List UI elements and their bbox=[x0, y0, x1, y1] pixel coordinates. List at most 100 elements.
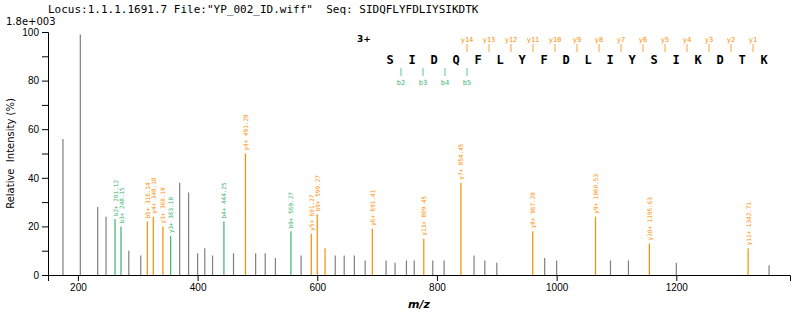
x-tick-label: 1200 bbox=[666, 282, 689, 293]
sequence-letter: I bbox=[672, 53, 679, 67]
y-ion-tick bbox=[599, 44, 600, 52]
sequence-letter: S bbox=[650, 53, 657, 67]
peak bbox=[532, 231, 533, 275]
title: Locus:1.1.1.1691.7 File:"YP_002_ID.wiff"… bbox=[48, 3, 479, 16]
sequence-letter: D bbox=[430, 53, 437, 67]
y-tick-mark bbox=[42, 275, 48, 276]
peak bbox=[748, 248, 749, 275]
peak bbox=[212, 256, 213, 275]
y-ion-tick bbox=[687, 44, 688, 52]
peak bbox=[301, 256, 302, 275]
peak bbox=[768, 265, 769, 275]
peak bbox=[153, 217, 154, 275]
peak bbox=[460, 183, 461, 275]
peak bbox=[335, 256, 336, 275]
peak-label: y7+ 854.45 bbox=[457, 143, 465, 180]
peak bbox=[473, 256, 474, 275]
peak-label: y13+ 809.45 bbox=[420, 195, 428, 235]
peak bbox=[255, 253, 256, 275]
y-tick-label: 60 bbox=[28, 124, 40, 135]
y-ion-tick bbox=[621, 44, 622, 52]
peak-label: y4+ 491.29 bbox=[242, 114, 250, 151]
sequence-letter: L bbox=[496, 53, 503, 67]
x-tick-mark bbox=[676, 275, 677, 281]
b-ion-tick bbox=[423, 68, 424, 76]
y-tick-mark bbox=[42, 81, 48, 82]
peak-label: y6+ 691.41 bbox=[369, 189, 377, 226]
x-tick-mark bbox=[78, 275, 79, 281]
sequence-letter: I bbox=[408, 53, 415, 67]
peak bbox=[432, 260, 433, 275]
y-tick bbox=[42, 154, 48, 155]
b-ion-label: b2 bbox=[397, 79, 405, 87]
peak bbox=[97, 207, 98, 275]
sequence-letter: K bbox=[760, 53, 768, 67]
x-tick-label: 400 bbox=[190, 282, 207, 293]
peak bbox=[484, 260, 485, 275]
sequence-letter: F bbox=[540, 53, 547, 67]
x-axis: 20040060080010001200 bbox=[49, 275, 791, 293]
y-tick-mark bbox=[42, 202, 48, 203]
y-tick-mark bbox=[42, 56, 48, 57]
peak bbox=[162, 226, 163, 275]
intensity-label: 1.8e+003 bbox=[6, 16, 56, 27]
y-axis-title: Relative Intensity (%) bbox=[5, 98, 16, 209]
y-ion-tick bbox=[709, 44, 710, 52]
peak bbox=[544, 258, 545, 275]
y-tick-mark bbox=[42, 226, 48, 227]
y-tick bbox=[42, 56, 48, 57]
peak bbox=[414, 260, 415, 275]
peak bbox=[423, 239, 424, 275]
sequence-letter: S bbox=[386, 53, 393, 67]
y-tick-mark bbox=[42, 129, 48, 130]
peak bbox=[233, 253, 234, 275]
chart: 20040060080010001200020406080100b2+ 201.… bbox=[0, 0, 800, 313]
peak bbox=[204, 248, 205, 275]
y-ion-tick bbox=[511, 44, 512, 52]
y-tick-mark bbox=[42, 154, 48, 155]
y-ion-label: y14 bbox=[461, 36, 474, 44]
y-tick bbox=[42, 202, 48, 203]
y-tick-label: 80 bbox=[28, 75, 40, 86]
x-tick: 800 bbox=[429, 275, 446, 293]
y-ion-label: y4 bbox=[683, 36, 691, 44]
y-tick bbox=[42, 251, 48, 252]
y-ion-tick bbox=[643, 44, 644, 52]
y-ion-label: y10 bbox=[549, 36, 562, 44]
peak bbox=[170, 236, 171, 275]
y-tick: 80 bbox=[28, 75, 48, 86]
peak bbox=[114, 219, 115, 275]
sequence-letter: F bbox=[474, 53, 481, 67]
peak bbox=[496, 263, 497, 275]
peak-labels: b2+ 201.12b3+ 248.15b5+ 316.14y4+ 348.18… bbox=[112, 114, 753, 245]
peak bbox=[197, 253, 198, 275]
peak bbox=[595, 217, 596, 275]
y-tick-mark bbox=[42, 178, 48, 179]
y-ion-tick bbox=[555, 44, 556, 52]
y-ion-label: y5 bbox=[661, 36, 669, 44]
sequence-letter: D bbox=[716, 53, 723, 67]
y-ion-label: y13 bbox=[483, 36, 496, 44]
x-tick-label: 200 bbox=[70, 282, 87, 293]
sequence-letter: K bbox=[694, 53, 702, 67]
x-tick-mark bbox=[198, 275, 199, 281]
peak bbox=[628, 260, 629, 275]
peak bbox=[317, 214, 318, 275]
y-tick-mark bbox=[42, 32, 48, 33]
y-axis: 020406080100 bbox=[22, 27, 48, 281]
y-tick-mark bbox=[42, 105, 48, 106]
peak-label: b3+ 248.15 bbox=[118, 187, 125, 224]
y-ion-label: y3 bbox=[705, 36, 713, 44]
peak bbox=[556, 260, 557, 275]
sequence-letter: I bbox=[606, 53, 613, 67]
peak bbox=[265, 253, 266, 275]
peak bbox=[324, 248, 325, 275]
peak bbox=[62, 139, 63, 275]
x-tick: 1200 bbox=[666, 275, 689, 293]
peak bbox=[344, 256, 345, 275]
peak-label: y11+ 1342.71 bbox=[745, 202, 753, 246]
peak bbox=[128, 251, 129, 275]
peak-label: y4+ 348.18 bbox=[150, 177, 158, 214]
b-ion-label: b3 bbox=[419, 79, 427, 87]
y-ion-tick bbox=[665, 44, 666, 52]
